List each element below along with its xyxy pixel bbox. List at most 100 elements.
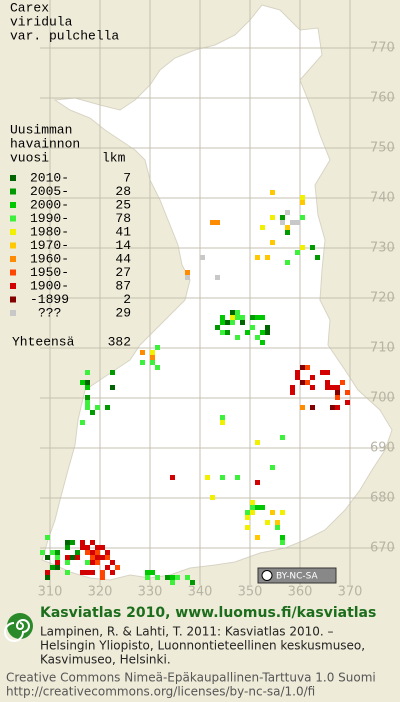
observation-cell <box>255 255 260 260</box>
observation-cell <box>260 330 265 335</box>
observation-cell <box>270 240 275 245</box>
legend-swatch <box>10 269 16 276</box>
observation-cell <box>280 220 285 225</box>
observation-cell <box>140 360 145 365</box>
observation-cell <box>220 320 225 325</box>
observation-cell <box>45 555 50 560</box>
observation-cell <box>255 335 260 340</box>
observation-cell <box>70 555 75 560</box>
observation-cell <box>100 575 105 580</box>
observation-cell <box>230 310 235 315</box>
observation-cell <box>90 560 95 565</box>
observation-cell <box>155 345 160 350</box>
observation-cell <box>40 550 45 555</box>
observation-cell <box>310 245 315 250</box>
logo-disc <box>7 613 33 639</box>
legend-swatch <box>10 202 16 208</box>
observation-cell <box>105 550 110 555</box>
observation-cell <box>90 555 95 560</box>
legend-header: vuosi <box>10 150 49 165</box>
observation-cell <box>260 340 265 345</box>
observation-cell <box>300 365 305 370</box>
observation-cell <box>210 220 215 225</box>
observation-cell <box>280 215 285 220</box>
x-tick-label: 350 <box>238 585 263 600</box>
observation-cell <box>285 230 290 235</box>
observation-cell <box>300 405 305 410</box>
observation-cell <box>290 220 295 225</box>
observation-cell <box>335 390 340 395</box>
observation-cell <box>90 410 95 415</box>
observation-cell <box>170 575 175 580</box>
observation-cell <box>225 320 230 325</box>
observation-cell <box>310 385 315 390</box>
observation-cell <box>270 190 275 195</box>
legend-label: -1899 <box>30 292 69 307</box>
observation-cell <box>280 435 285 440</box>
observation-cell <box>230 320 235 325</box>
legend-count: 14 <box>115 238 131 253</box>
observation-cell <box>295 370 300 375</box>
observation-cell <box>255 535 260 540</box>
legend-label: 1970- <box>30 238 69 253</box>
observation-cell <box>255 440 260 445</box>
observation-cell <box>200 255 205 260</box>
legend-count: 41 <box>115 224 131 239</box>
observation-cell <box>290 390 295 395</box>
observation-cells <box>40 190 350 585</box>
observation-cell <box>220 420 225 425</box>
observation-cell <box>85 405 90 410</box>
observation-cell <box>85 570 90 575</box>
observation-cell <box>260 315 265 320</box>
observation-cell <box>155 575 160 580</box>
observation-cell <box>275 525 280 530</box>
legend-count: 27 <box>115 265 131 280</box>
observation-cell <box>300 200 305 205</box>
observation-cell <box>70 540 75 545</box>
observation-cell <box>235 310 240 315</box>
observation-cell <box>275 520 280 525</box>
observation-cell <box>85 385 90 390</box>
legend-label: ??? <box>38 305 61 320</box>
observation-cell <box>150 360 155 365</box>
observation-cell <box>325 370 330 375</box>
observation-cell <box>145 570 150 575</box>
title-line: viridula <box>10 14 73 29</box>
observation-cell <box>45 535 50 540</box>
observation-cell <box>310 405 315 410</box>
observation-cell <box>285 225 290 230</box>
observation-cell <box>45 575 50 580</box>
observation-cell <box>330 405 335 410</box>
y-tick-label: 670 <box>370 541 395 556</box>
observation-cell <box>95 545 100 550</box>
observation-cell <box>85 400 90 405</box>
observation-cell <box>240 320 245 325</box>
legend-count: 29 <box>115 305 131 320</box>
observation-cell <box>215 275 220 280</box>
license-badge: BY-NC-SA <box>257 567 337 584</box>
observation-cell <box>185 575 190 580</box>
legend-total: 382 <box>108 334 131 349</box>
observation-cell <box>225 330 230 335</box>
legend-count: 44 <box>115 251 131 266</box>
observation-cell <box>165 575 170 580</box>
observation-cell <box>205 475 210 480</box>
legend-count: 78 <box>115 211 131 226</box>
observation-cell <box>90 540 95 545</box>
y-tick-label: 740 <box>370 191 395 206</box>
observation-cell <box>140 350 145 355</box>
legend-swatch <box>10 256 16 262</box>
observation-cell <box>250 505 255 510</box>
y-tick-label: 720 <box>370 291 395 306</box>
observation-cell <box>255 315 260 320</box>
grid <box>40 0 395 585</box>
y-tick-label: 750 <box>370 141 395 156</box>
observation-cell <box>265 255 270 260</box>
observation-cell <box>150 355 155 360</box>
legend-header: havainnon <box>10 136 80 151</box>
citation-line: Lampinen, R. & Lahti, T. 2011: Kasviatla… <box>40 625 334 639</box>
observation-cell <box>340 380 345 385</box>
observation-cell <box>315 255 320 260</box>
observation-cell <box>330 385 335 390</box>
